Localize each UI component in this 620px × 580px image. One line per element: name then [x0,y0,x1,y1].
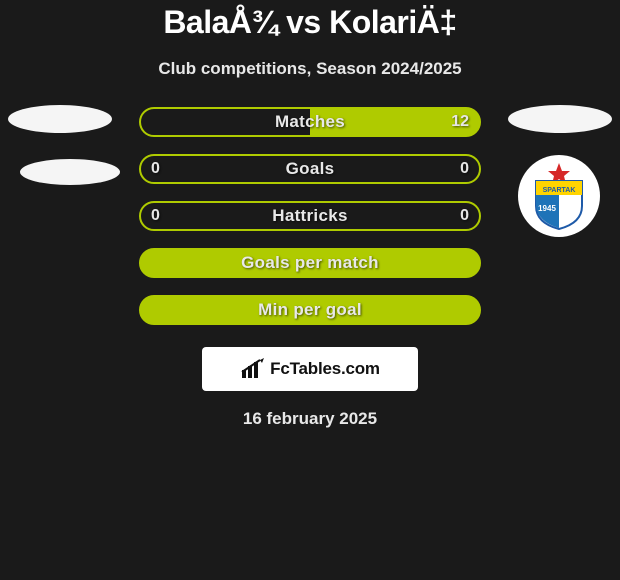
stat-right-value: 0 [460,203,469,229]
subtitle: Club competitions, Season 2024/2025 [0,59,620,79]
stat-row-min-per-goal: Min per goal [139,295,481,325]
stats-rows: Matches 12 0 Goals 0 0 Hattricks 0 Goals… [139,107,481,325]
page-title: BalaÅ¾ vs KolariÄ‡ [0,0,620,41]
stat-right-value: 0 [460,156,469,182]
brand-badge: FcTables.com [202,347,418,391]
stat-label: Min per goal [258,300,362,320]
stat-label: Goals [286,159,335,179]
stat-left-value: 0 [151,203,160,229]
stat-label: Goals per match [241,253,379,273]
club-badge-right: SPARTAK 1945 [518,155,600,237]
player-left-photo-bottom [20,159,120,185]
svg-text:1945: 1945 [538,204,556,213]
bar-chart-icon [240,358,266,380]
stat-row-goals: 0 Goals 0 [139,154,481,184]
footer-date: 16 february 2025 [0,409,620,429]
player-left-photo-top [8,105,112,133]
svg-text:SPARTAK: SPARTAK [543,187,576,194]
stat-label: Matches [275,112,345,132]
stat-label: Hattricks [272,206,347,226]
spartak-crest-icon: SPARTAK 1945 [524,161,594,231]
stat-row-matches: Matches 12 [139,107,481,137]
stat-right-value: 12 [451,109,469,135]
comparison-stage: SPARTAK 1945 Matches 12 0 Goals 0 0 Hatt… [0,107,620,429]
stat-row-goals-per-match: Goals per match [139,248,481,278]
brand-text: FcTables.com [270,359,380,379]
stat-row-hattricks: 0 Hattricks 0 [139,201,481,231]
stat-left-value: 0 [151,156,160,182]
player-right-photo-top [508,105,612,133]
